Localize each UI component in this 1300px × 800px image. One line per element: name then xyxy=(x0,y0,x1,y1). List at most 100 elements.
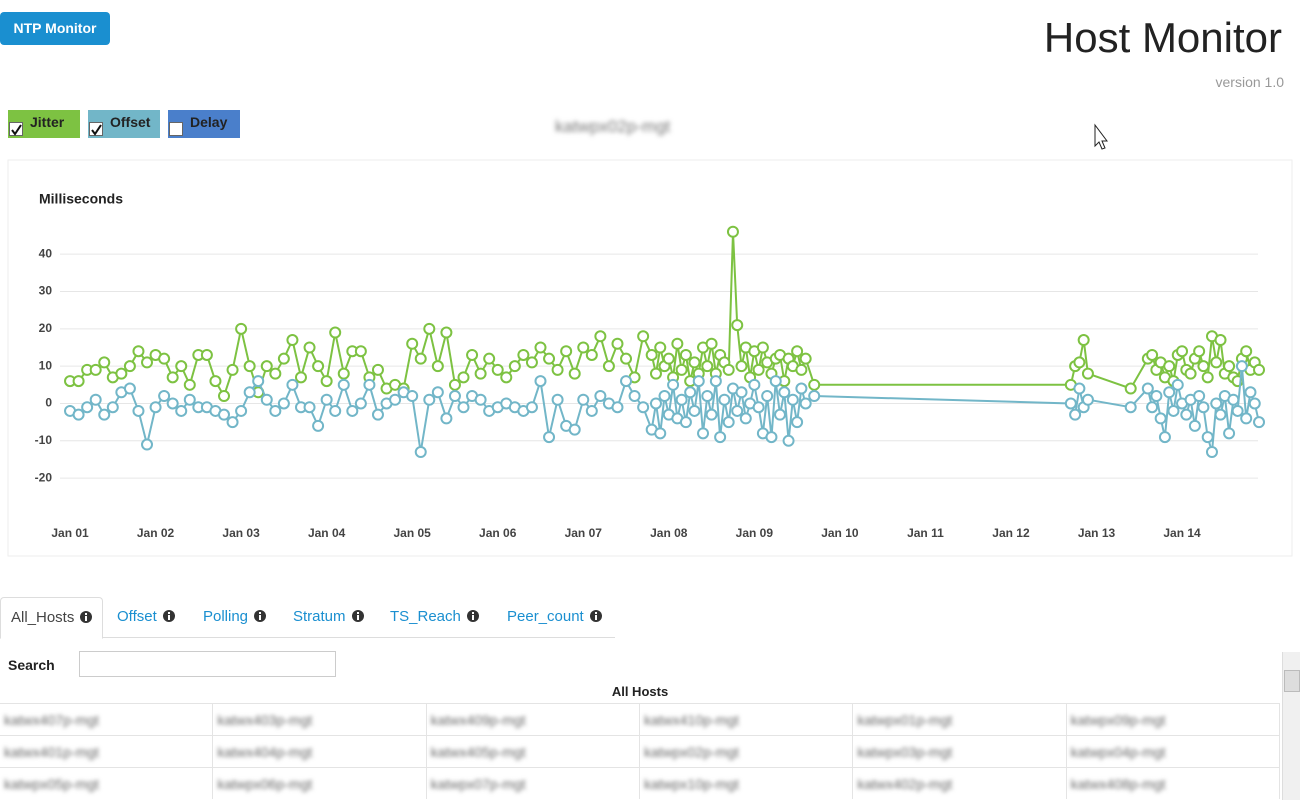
data-point xyxy=(782,434,795,447)
data-point xyxy=(414,352,427,365)
tab-label: Peer_count xyxy=(507,608,584,625)
host-name[interactable]: katwpx03p-mgt xyxy=(857,743,953,760)
data-point xyxy=(791,416,804,429)
host-name[interactable]: katwpx10p-mgt xyxy=(643,775,739,792)
data-point xyxy=(735,360,748,373)
scrollbar[interactable] xyxy=(1282,652,1300,800)
data-point xyxy=(786,393,799,406)
checkbox[interactable] xyxy=(89,122,103,136)
ntp-monitor-button[interactable]: NTP Monitor xyxy=(0,12,110,45)
checkbox[interactable] xyxy=(9,122,23,136)
x-tick-label: Jan 06 xyxy=(479,526,517,540)
data-point xyxy=(431,360,444,373)
checkbox[interactable] xyxy=(169,122,183,136)
data-point xyxy=(440,412,453,425)
host-name[interactable]: katwx402p-mgt xyxy=(857,775,953,792)
host-name[interactable]: katwx405p-mgt xyxy=(430,743,526,760)
data-point xyxy=(594,390,607,403)
host-name[interactable]: katwpx05p-mgt xyxy=(4,775,99,792)
data-point xyxy=(645,348,658,361)
host-name[interactable]: katwx407p-mgt xyxy=(4,711,99,728)
data-point xyxy=(158,390,171,403)
data-point xyxy=(1240,345,1253,358)
host-name[interactable]: katwx404p-mgt xyxy=(217,743,313,760)
data-point xyxy=(791,345,804,358)
host-name[interactable]: katwpx02p-mgt xyxy=(643,743,739,760)
data-point xyxy=(158,352,171,365)
data-point xyxy=(761,390,774,403)
table-cell: katwpx02p-mgt xyxy=(639,735,854,768)
hosts-table: katwx407p-mgt katwx403p-mgt katwx409p-mgt k… xyxy=(0,703,1281,799)
data-point xyxy=(1064,397,1077,410)
info-icon xyxy=(254,610,267,622)
tab-label: TS_Reach xyxy=(390,608,461,625)
data-point xyxy=(671,337,684,350)
data-point xyxy=(260,360,273,373)
data-point xyxy=(1248,397,1261,410)
data-point xyxy=(705,337,718,350)
tab[interactable]: Peer_count xyxy=(497,597,612,637)
data-point xyxy=(98,356,111,369)
host-name[interactable]: katwx401p-mgt xyxy=(4,743,99,760)
table-cell: katwx408p-mgt xyxy=(1066,767,1281,799)
data-point xyxy=(688,404,701,417)
data-point xyxy=(722,416,735,429)
series-toggle[interactable]: Jitter xyxy=(8,110,80,138)
table-cell: katwpx01p-mgt xyxy=(852,703,1067,736)
y-tick-label: 20 xyxy=(39,321,53,335)
host-name[interactable]: katwpx01p-mgt xyxy=(857,711,953,728)
data-point xyxy=(269,367,282,380)
data-point xyxy=(577,393,590,406)
host-name[interactable]: katwpx04p-mgt xyxy=(1070,743,1166,760)
scroll-thumb[interactable] xyxy=(1284,670,1300,692)
data-point xyxy=(123,360,136,373)
tab[interactable]: All_Hosts xyxy=(0,597,104,639)
data-point xyxy=(637,401,650,414)
data-point xyxy=(697,427,710,440)
data-point xyxy=(1214,408,1227,421)
tab-label: All_Hosts xyxy=(11,609,75,626)
host-name[interactable]: katwx403p-mgt xyxy=(217,711,313,728)
y-tick-label: 0 xyxy=(45,396,52,410)
data-point xyxy=(149,401,162,414)
data-point xyxy=(611,401,624,414)
data-point xyxy=(679,416,692,429)
tab[interactable]: Offset xyxy=(107,597,185,637)
data-point xyxy=(312,360,325,373)
info-icon xyxy=(162,610,175,622)
data-point xyxy=(795,382,808,395)
data-point xyxy=(423,322,436,335)
chart: Milliseconds -20 -10 0 10 20 30 40 Jan 01 Jan 02… xyxy=(7,123,1293,557)
host-name[interactable]: katwpx09p-mgt xyxy=(1070,711,1166,728)
data-point xyxy=(166,371,179,384)
table-title: All Hosts xyxy=(611,684,669,699)
table-cell: katwx403p-mgt xyxy=(212,703,427,736)
data-point xyxy=(209,375,222,388)
data-point xyxy=(457,371,470,384)
data-point xyxy=(769,375,782,388)
data-point xyxy=(389,393,402,406)
data-point xyxy=(235,322,248,335)
data-point xyxy=(1253,363,1266,376)
tab[interactable]: Polling xyxy=(193,597,276,637)
data-point xyxy=(517,348,530,361)
host-name[interactable]: katwx409p-mgt xyxy=(430,711,526,728)
series-toggle[interactable]: Delay xyxy=(168,110,240,138)
series-toggle[interactable]: Offset xyxy=(88,110,160,138)
data-point xyxy=(718,393,731,406)
tab-label: Polling xyxy=(203,608,249,625)
host-name[interactable]: katwx408p-mgt xyxy=(1070,775,1166,792)
search-input[interactable] xyxy=(79,651,336,677)
data-point xyxy=(260,393,273,406)
tab[interactable]: TS_Reach xyxy=(380,597,489,637)
data-point xyxy=(337,378,350,391)
data-point xyxy=(765,431,778,444)
host-name[interactable]: katwx410p-mgt xyxy=(643,711,739,728)
host-name[interactable]: katwpx06p-mgt xyxy=(217,775,313,792)
data-point xyxy=(543,352,556,365)
table-cell: katwpx03p-mgt xyxy=(852,735,1067,768)
tab[interactable]: Stratum xyxy=(283,597,374,637)
table-cell: katwx401p-mgt xyxy=(0,735,214,768)
data-point xyxy=(679,348,692,361)
host-name[interactable]: katwpx07p-mgt xyxy=(430,775,526,792)
